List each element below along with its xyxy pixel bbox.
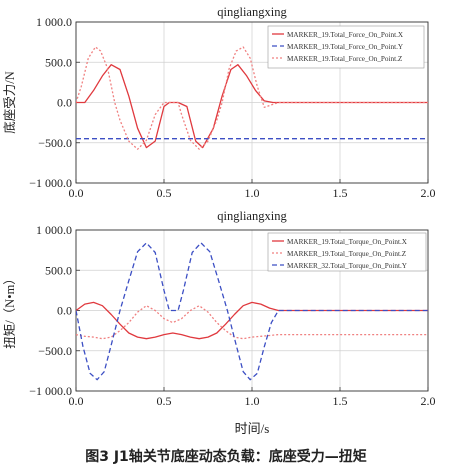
y-tick-label: −500.0 xyxy=(38,344,72,358)
y-tick-label: −1 000.0 xyxy=(29,384,72,398)
figure-caption: 图3 J1轴关节底座动态负载：底座受力—扭矩 xyxy=(85,449,367,465)
legend-label: MARKER_19.Total_Force_On_Point.Z xyxy=(287,55,402,63)
series-line-1 xyxy=(76,305,428,340)
y-tick-label: −500.0 xyxy=(38,136,72,150)
y-tick-label: 0.0 xyxy=(57,96,72,110)
y-tick-label: 0.0 xyxy=(57,304,72,318)
y-axis-label: 底座受力/N xyxy=(2,71,17,134)
y-tick-label: 500.0 xyxy=(45,55,72,69)
legend-label: MARKER_19.Total_Torque_On_Point.X xyxy=(287,238,408,246)
x-tick-label: 2.0 xyxy=(421,186,436,200)
legend-label: MARKER_32.Total_Torque_On_Point.Y xyxy=(287,262,408,270)
legend-box xyxy=(267,25,425,69)
y-tick-label: 500.0 xyxy=(45,263,72,277)
x-tick-label: 1.5 xyxy=(333,394,348,408)
series-line-2 xyxy=(76,242,428,381)
x-tick-label: 1.0 xyxy=(245,394,260,408)
legend-label: MARKER_19.Total_Force_On_Point.X xyxy=(287,31,404,39)
series-line-2 xyxy=(76,46,428,150)
x-tick-label: 0.0 xyxy=(69,186,84,200)
x-tick-label: 0.5 xyxy=(157,394,172,408)
x-tick-label: 1.5 xyxy=(333,186,348,200)
x-tick-label: 1.0 xyxy=(245,186,260,200)
y-tick-label: −1 000.0 xyxy=(29,176,72,190)
x-tick-label: 0.5 xyxy=(157,186,172,200)
y-tick-label: 1 000.0 xyxy=(36,223,72,237)
chart-title: qingliangxing xyxy=(217,5,287,19)
series-line-0 xyxy=(76,301,428,340)
x-tick-label: 2.0 xyxy=(421,394,436,408)
series-line-0 xyxy=(76,64,428,149)
torque-chart: 0.0 0.5 1.0 1.5 2.0 1 000.0 500.0 0.0 −500.0 −1 0… xyxy=(3,209,436,436)
x-axis-label: 时间/s xyxy=(235,421,270,436)
force-chart: 0.0 0.5 1.0 1.5 2.0 1 000.0 500.0 0.0 −500.0 −1 0… xyxy=(2,5,436,200)
legend-label: MARKER_19.Total_Force_On_Point.Y xyxy=(287,43,404,51)
legend-label: MARKER_19.Total_Torque_On_Point.Z xyxy=(287,250,406,258)
chart-title: qingliangxing xyxy=(217,209,287,223)
legend-box xyxy=(267,232,427,272)
y-tick-label: 1 000.0 xyxy=(36,15,72,29)
x-tick-label: 0.0 xyxy=(69,394,84,408)
y-axis-label: 扭矩/（N•m） xyxy=(3,272,17,349)
